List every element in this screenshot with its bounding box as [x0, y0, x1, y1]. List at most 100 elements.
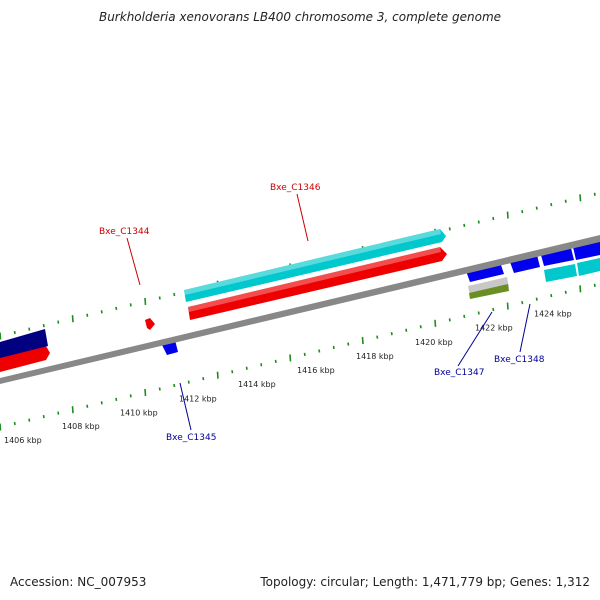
lower-ring-tick	[144, 388, 147, 396]
upper-ring-tick	[115, 306, 118, 310]
upper-ring-tick	[492, 216, 495, 221]
lower-ring-tick	[332, 345, 335, 350]
lower-ring-tick	[448, 318, 451, 322]
leader-line-bxe-c1346	[296, 193, 309, 242]
scale-label: 1410 kbp	[120, 408, 158, 417]
lower-ring-tick	[57, 411, 60, 415]
scale-label: 1406 kbp	[4, 436, 42, 445]
lower-ring-tick	[28, 418, 31, 422]
cds-forward-red-bxe-c1346[interactable]	[188, 247, 447, 320]
scale-label: 1414 kbp	[238, 380, 276, 389]
lower-ring-tick	[13, 421, 16, 426]
gene-labels: Bxe_C1344 Bxe_C1346 Bxe_C1345 Bxe_C1347 Bxe_…	[99, 183, 545, 443]
cds-reverse-navy-left[interactable]	[0, 329, 48, 358]
upper-ring-tick	[579, 194, 582, 202]
cds-forward-cyan-right-b[interactable]	[577, 258, 600, 276]
leader-line-bxe-c1347	[457, 311, 493, 367]
lower-ring-tick	[42, 415, 45, 419]
lower-ring-tick	[376, 335, 379, 339]
lower-ring-tick	[550, 294, 553, 298]
accession-text: Accession: NC_007953	[10, 575, 147, 589]
cds-forward-red-highlight	[188, 247, 441, 312]
feature-track	[0, 229, 600, 372]
scale-label: 1424 kbp	[534, 310, 572, 319]
lower-ring-tick	[419, 325, 422, 329]
upper-ring-tick	[57, 320, 60, 324]
upper-ring-tick	[42, 324, 45, 328]
upper-ring-tick	[521, 209, 524, 214]
scale-label: 1416 kbp	[297, 366, 335, 375]
lower-ring-tick	[86, 404, 89, 408]
scale-label: 1412 kbp	[179, 394, 217, 403]
cds-forward-cyan-bxe-c1346[interactable]	[184, 229, 446, 302]
lower-ring-tick	[564, 290, 567, 294]
lower-ring-tick	[405, 328, 408, 332]
scale-label: 1418 kbp	[356, 352, 394, 361]
leader-line-bxe-c1345	[179, 382, 192, 431]
scale-label: 1408 kbp	[62, 422, 100, 431]
scale-label: 1422 kbp	[475, 324, 513, 333]
lower-ring-tick	[593, 283, 596, 287]
upper-ring-tick	[71, 315, 74, 323]
lower-ring-tick	[492, 307, 495, 312]
upper-ring-tick	[173, 292, 176, 297]
lower-ring-tick	[477, 311, 480, 315]
upper-ring-tick	[129, 303, 132, 307]
leader-lines	[126, 193, 531, 431]
gene-label-bxe-c1348[interactable]: Bxe_C1348	[494, 355, 545, 365]
cds-forward-red-left[interactable]	[0, 346, 50, 372]
lower-ring-tick	[274, 359, 277, 363]
upper-ring-tick	[564, 199, 567, 203]
cds-forward-bxe-c1344[interactable]	[145, 318, 155, 330]
upper-ring-tick	[448, 227, 451, 231]
cds-reverse-bxe-c1347-a[interactable]	[466, 262, 504, 282]
lower-ring-tick	[521, 300, 524, 305]
gene-label-bxe-c1347[interactable]: Bxe_C1347	[434, 368, 484, 378]
upper-ring-tick	[550, 203, 553, 207]
rna-green-bxe-c1347[interactable]	[469, 284, 509, 299]
lower-ring-tick	[129, 394, 132, 398]
upper-ring-tick	[158, 296, 161, 300]
lower-ring-tick	[187, 380, 190, 384]
lower-ring-tick	[463, 314, 466, 319]
lower-ring-tick	[289, 354, 292, 362]
lower-ring-tick	[303, 352, 306, 357]
lower-ring-tick	[347, 342, 350, 346]
cds-reverse-right-b[interactable]	[541, 248, 574, 266]
lower-ring-tick	[71, 406, 74, 414]
cds-forward-cyan-highlight	[184, 229, 441, 295]
lower-ring-tick	[115, 397, 118, 401]
lower-ring-tick	[0, 423, 2, 431]
lower-ring-tick	[173, 383, 176, 388]
upper-ring-tick	[13, 330, 16, 335]
gene-label-bxe-c1344[interactable]: Bxe_C1344	[99, 227, 150, 237]
lower-ring-tick	[434, 319, 437, 327]
lower-ring-tick	[202, 376, 205, 381]
lower-ring-tick	[158, 387, 161, 391]
lower-tick-ring	[0, 283, 596, 431]
cds-forward-cyan-right-a[interactable]	[544, 264, 577, 282]
scale-label: 1420 kbp	[415, 338, 453, 347]
gene-label-bxe-c1346[interactable]: Bxe_C1346	[270, 183, 321, 193]
upper-ring-tick	[86, 313, 89, 317]
upper-ring-tick	[593, 192, 596, 196]
lower-ring-tick	[231, 370, 234, 374]
lower-ring-tick	[318, 349, 321, 353]
lower-ring-tick	[245, 366, 248, 370]
lower-ring-tick	[260, 363, 263, 367]
leader-line-bxe-c1348	[519, 303, 531, 353]
gene-label-bxe-c1345[interactable]: Bxe_C1345	[166, 433, 216, 443]
lower-ring-tick	[216, 371, 219, 379]
upper-ring-tick	[506, 211, 509, 219]
upper-ring-tick	[100, 310, 103, 314]
lower-ring-tick	[506, 302, 509, 310]
cds-reverse-bxe-c1348-a[interactable]	[510, 255, 540, 273]
map-title: Burkholderia xenovorans LB400 chromosome…	[98, 10, 502, 24]
lower-ring-tick	[390, 332, 393, 336]
genome-summary-text: Topology: circular; Length: 1,471,779 bp…	[260, 575, 590, 589]
lower-ring-tick	[579, 285, 582, 293]
lower-ring-tick	[100, 401, 103, 405]
lower-ring-tick	[361, 337, 364, 345]
upper-ring-tick	[144, 297, 147, 305]
